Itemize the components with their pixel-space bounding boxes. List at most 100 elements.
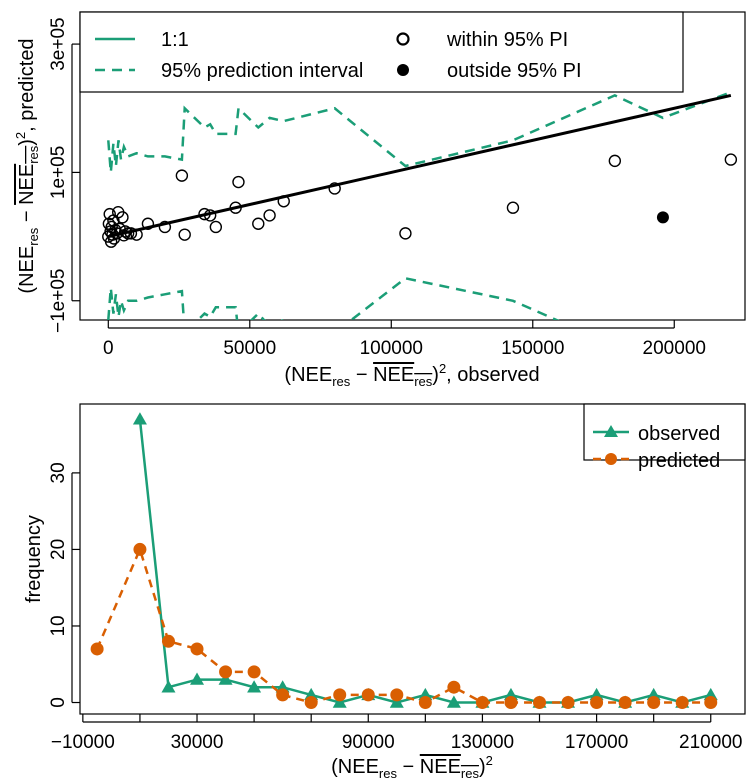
legend-label-outside-pi: outside 95% PI bbox=[447, 60, 582, 82]
legend-label-within-pi: within 95% PI bbox=[446, 29, 568, 51]
scatter-x-tick-label: 100000 bbox=[360, 338, 423, 359]
point-within-pi bbox=[229, 201, 242, 214]
point-within-pi bbox=[158, 220, 172, 234]
point-within-pi bbox=[198, 207, 211, 221]
point-within-pi bbox=[209, 220, 223, 234]
predicted-point bbox=[90, 642, 104, 656]
scatter-x-tick-label: 150000 bbox=[501, 338, 564, 359]
frequency-x-tick-label: 30000 bbox=[171, 732, 224, 753]
legend-symbol-observed-marker bbox=[604, 425, 618, 437]
frequency-x-tick-label: −10000 bbox=[51, 732, 115, 753]
legend-symbol-within-pi bbox=[396, 32, 410, 46]
scatter-y-tick-label: 3e+05 bbox=[48, 17, 69, 70]
predicted-point bbox=[133, 542, 147, 556]
point-within-pi bbox=[141, 217, 155, 230]
observed-point bbox=[446, 695, 461, 708]
scatter-x-tick-label: 50000 bbox=[223, 338, 276, 359]
point-within-pi bbox=[116, 211, 129, 224]
point-within-pi bbox=[506, 201, 520, 214]
frequency-x-tick-label: 130000 bbox=[451, 732, 514, 753]
predicted-point bbox=[333, 688, 347, 702]
point-within-pi bbox=[328, 182, 341, 195]
predicted-point bbox=[447, 680, 461, 694]
prediction-interval-lower-line bbox=[107, 276, 560, 320]
frequency-y-axis-label: frequency bbox=[23, 515, 45, 603]
scatter-legend-box bbox=[79, 11, 684, 93]
predicted-point bbox=[361, 688, 375, 702]
point-within-pi bbox=[277, 195, 290, 208]
scatter-y-tick-label: 1e+05 bbox=[48, 146, 69, 199]
frequency-plot-panel: −10000 30000 90000 130000 170000 210000 0 10 20… bbox=[23, 403, 746, 781]
scatter-x-tick-label: 200000 bbox=[643, 338, 706, 359]
point-within-pi bbox=[232, 175, 245, 189]
predicted-point bbox=[475, 696, 489, 710]
frequency-x-tick-label: 90000 bbox=[342, 732, 395, 753]
scatter-legend: 1:1 95% prediction interval within 95% P… bbox=[79, 11, 684, 93]
frequency-x-tick-label: 170000 bbox=[565, 732, 628, 753]
predicted-point bbox=[219, 665, 233, 679]
predicted-series-line bbox=[95, 545, 711, 704]
scatter-plot-area bbox=[102, 91, 738, 320]
scatter-x-tick-label: 0 bbox=[103, 338, 114, 359]
scatter-y-axis: −1e+05 1e+05 3e+05 bbox=[48, 17, 80, 333]
observed-point bbox=[132, 412, 147, 425]
observed-point bbox=[161, 680, 176, 693]
predicted-point bbox=[647, 696, 661, 710]
scatter-x-axis-label: (NEEres − NEEres)2, observed bbox=[284, 361, 539, 389]
legend-label-observed: observed bbox=[638, 423, 720, 445]
legend-label-1-1: 1:1 bbox=[161, 29, 189, 51]
predicted-point bbox=[561, 696, 575, 710]
point-within-pi bbox=[119, 225, 132, 238]
legend-label-prediction-interval: 95% prediction interval bbox=[161, 60, 363, 82]
predicted-point bbox=[704, 696, 718, 710]
predicted-point bbox=[418, 696, 432, 710]
predicted-point bbox=[390, 688, 404, 702]
scatter-series-group bbox=[102, 91, 738, 320]
scatter-plot-panel: 0 50000 100000 150000 200000 −1e+05 1e+05 3e+0… bbox=[13, 11, 746, 389]
scatter-y-tick-label: −1e+05 bbox=[48, 269, 69, 333]
frequency-x-axis: −10000 30000 90000 130000 170000 210000 bbox=[51, 714, 742, 753]
frequency-y-tick-label: 10 bbox=[48, 615, 69, 636]
observed-point bbox=[332, 695, 347, 708]
point-within-pi bbox=[175, 169, 189, 182]
predicted-point bbox=[304, 696, 318, 710]
frequency-x-tick-label: 210000 bbox=[679, 732, 742, 753]
point-within-pi bbox=[103, 207, 116, 221]
point-within-pi bbox=[104, 235, 118, 248]
point-within-pi bbox=[130, 228, 143, 241]
predicted-point bbox=[675, 696, 689, 710]
frequency-y-tick-label: 20 bbox=[48, 539, 69, 560]
point-within-pi bbox=[608, 154, 622, 168]
predicted-point bbox=[161, 634, 175, 648]
point-outside-pi bbox=[656, 211, 669, 224]
predicted-point bbox=[504, 696, 518, 710]
point-within-pi bbox=[399, 227, 412, 240]
frequency-y-tick-label: 30 bbox=[48, 462, 69, 483]
frequency-legend: observed predicted bbox=[583, 403, 746, 472]
predicted-point bbox=[247, 665, 261, 679]
point-within-pi bbox=[263, 209, 276, 222]
legend-label-predicted: predicted bbox=[638, 450, 720, 472]
observed-point bbox=[190, 672, 205, 685]
prediction-interval-upper-line bbox=[107, 91, 732, 173]
predicted-point bbox=[190, 642, 204, 656]
fit-line bbox=[107, 93, 732, 239]
observed-point bbox=[247, 680, 262, 693]
frequency-plot-frame bbox=[79, 403, 746, 715]
predicted-point bbox=[533, 696, 547, 710]
frequency-y-axis: 0 10 20 30 bbox=[48, 462, 80, 708]
point-within-pi bbox=[724, 153, 738, 166]
predicted-point bbox=[590, 696, 604, 710]
observed-series-line bbox=[138, 419, 712, 704]
point-within-pi bbox=[252, 217, 265, 230]
legend-symbol-outside-pi bbox=[397, 64, 409, 76]
frequency-y-tick-label: 0 bbox=[48, 697, 69, 708]
legend-symbol-predicted-marker bbox=[605, 453, 617, 465]
frequency-x-axis-label: (NEEres − NEEres)2 bbox=[331, 753, 493, 781]
point-within-pi bbox=[124, 227, 138, 240]
scatter-y-axis-label: (NEEres − NEEres)2, predicted bbox=[13, 38, 41, 293]
frequency-plot-area bbox=[90, 412, 718, 710]
observed-point bbox=[389, 695, 404, 708]
predicted-point bbox=[618, 696, 632, 710]
